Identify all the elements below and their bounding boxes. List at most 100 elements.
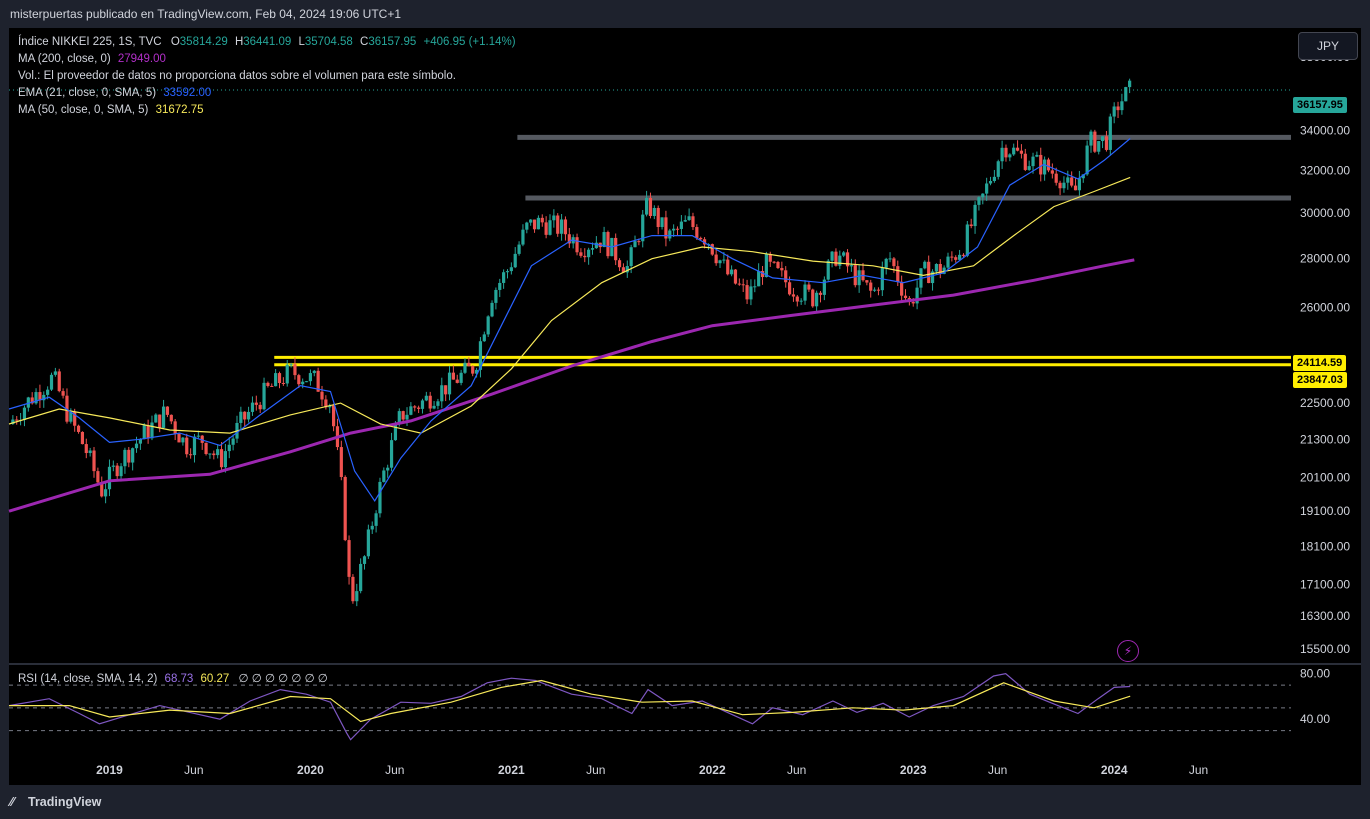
candle-body [830, 251, 834, 261]
candle-body [401, 411, 405, 420]
candle-body [444, 385, 448, 395]
candle-body [204, 442, 208, 455]
candle-body [818, 292, 823, 295]
candle-body [61, 391, 65, 396]
candle-body [266, 382, 270, 386]
candle-body [1023, 153, 1027, 170]
candle-body [486, 316, 490, 335]
x-tick-label: Jun [385, 763, 404, 777]
candle-body [127, 449, 131, 463]
last-price-tag: 36157.95 [1293, 97, 1347, 113]
rsi-placeholders: ∅ ∅ ∅ ∅ ∅ ∅ ∅ [238, 673, 328, 685]
candle-body [1043, 159, 1047, 175]
rsi-ma-line [9, 679, 1131, 723]
candle-body [1093, 131, 1097, 152]
candle-body [946, 256, 950, 268]
candle-body [760, 270, 765, 278]
candle-body [981, 193, 985, 198]
y-tick-label: 20100.00 [1300, 471, 1350, 485]
candle-body [343, 476, 347, 541]
candle-body [165, 406, 170, 415]
candle-body [420, 400, 425, 409]
candle-body [529, 219, 533, 223]
candle-body [223, 451, 227, 468]
candle-body [745, 285, 749, 300]
candle-body [146, 425, 150, 439]
candle-body [776, 261, 780, 269]
candle-body [930, 271, 935, 284]
candle-body [80, 431, 85, 445]
rsi-ma-value: 60.27 [200, 673, 230, 685]
x-tick-label: 2019 [96, 763, 123, 777]
y-tick-label: 26000.00 [1300, 301, 1350, 315]
tradingview-brand[interactable]: ⁄⁄ TradingView [10, 791, 101, 813]
legend-symbol[interactable]: Índice NIKKEI 225, 1S, TVC [18, 36, 162, 48]
lightning-icon[interactable]: ⚡ [1117, 640, 1139, 662]
candle-body [757, 270, 761, 287]
legend-ma50-row[interactable]: MA (50, close, 0, SMA, 5) 31672.75 [18, 102, 516, 119]
publisher-line: misterpuertas publicado en TradingView.c… [10, 7, 402, 21]
y-tick-label: 28000.00 [1300, 252, 1350, 266]
candle-body [289, 364, 293, 366]
candle-body [1104, 136, 1109, 150]
candle-body [49, 374, 54, 390]
candle-body [119, 466, 123, 477]
candle-body [1073, 185, 1078, 191]
candle-body [382, 470, 386, 482]
candle-body [505, 271, 510, 273]
candle-body [169, 414, 173, 422]
candle-body [1128, 80, 1132, 88]
candle-body [397, 411, 401, 425]
candle-body [26, 397, 30, 408]
candle-body [822, 279, 826, 295]
candle-body [896, 266, 900, 282]
candle-body [134, 443, 139, 449]
ma50-line [8, 176, 1131, 434]
candle-body [869, 282, 873, 291]
candle-body [780, 268, 784, 271]
candle-body [405, 414, 409, 420]
candle-body [409, 406, 413, 415]
candle-body [737, 283, 741, 285]
candle-body [173, 421, 177, 434]
candle-body [274, 373, 278, 387]
candle-body [656, 207, 660, 228]
candle-body [637, 241, 641, 243]
candle-body [799, 300, 803, 302]
rsi-legend[interactable]: RSI (14, close, SMA, 14, 2) 68.73 60.27 … [18, 671, 328, 687]
candle-body [733, 269, 738, 284]
candle-body [293, 364, 297, 376]
main-legend: Índice NIKKEI 225, 1S, TVC O35814.29 H36… [18, 34, 516, 119]
candle-body [42, 394, 46, 401]
currency-button[interactable]: JPY [1298, 32, 1358, 60]
legend-ema21-row[interactable]: EMA (21, close, 0, SMA, 5) 33592.00 [18, 85, 516, 102]
candle-body [726, 259, 730, 275]
x-tick-label: 2021 [498, 763, 525, 777]
candle-body [281, 382, 285, 384]
legend-ma200-row[interactable]: MA (200, close, 0) 27949.00 [18, 51, 516, 68]
candle-body [532, 219, 537, 230]
candle-body [992, 176, 996, 182]
candle-body [154, 414, 158, 423]
candle-body [196, 435, 200, 437]
candle-body [563, 219, 568, 235]
candle-body [436, 401, 440, 406]
candle-body [1039, 154, 1043, 175]
candle-body [521, 229, 525, 245]
x-tick-label: 2020 [297, 763, 324, 777]
candle-body [842, 252, 846, 256]
legend-ma50-label: MA (50, close, 0, SMA, 5) [18, 104, 149, 116]
candle-body [903, 295, 908, 299]
candle-body [262, 382, 266, 410]
candle-body [370, 525, 374, 530]
candle-body [393, 424, 398, 441]
candle-body [714, 254, 718, 264]
candle-body [478, 341, 483, 370]
candle-body [961, 254, 966, 256]
candle-body [316, 370, 320, 392]
candle-body [131, 448, 135, 463]
candle-body [161, 406, 166, 428]
candle-body [1058, 182, 1062, 189]
candle-body [509, 267, 513, 272]
